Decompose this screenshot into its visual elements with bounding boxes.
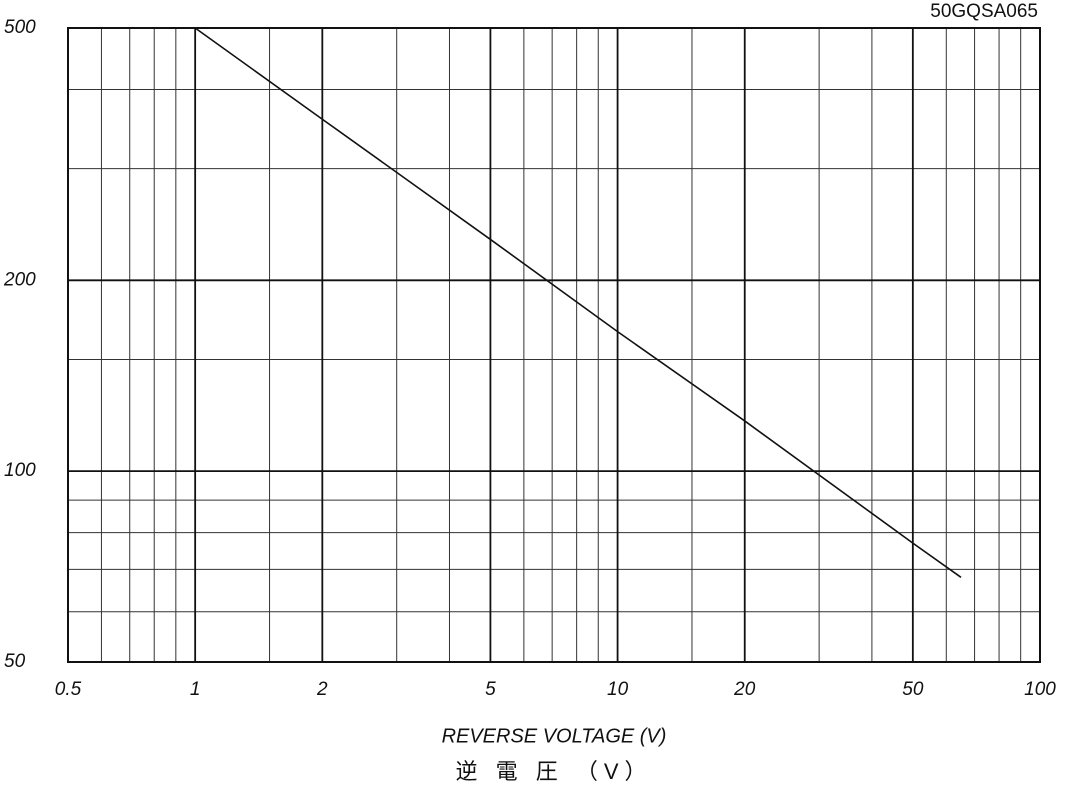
x-tick-label: 20 (733, 679, 756, 700)
x-axis-label-jp: 逆 電 圧 （V） (455, 759, 652, 784)
chart-title: 50GQSA065 (930, 1, 1038, 22)
x-tick-label: 0.5 (55, 679, 82, 700)
x-tick-label: 5 (485, 679, 496, 700)
x-tick-label: 10 (607, 679, 629, 700)
plot-frame (67, 27, 1041, 663)
y-tick-label: 200 (3, 269, 36, 290)
y-tick-label: 100 (4, 460, 36, 481)
y-tick-label: 50 (4, 651, 26, 672)
x-tick-label: 1 (190, 679, 201, 700)
x-axis-label: REVERSE VOLTAGE (V) (442, 725, 667, 747)
y-tick-label: 500 (4, 17, 36, 38)
data-line (194, 27, 962, 578)
x-tick-label: 2 (316, 679, 328, 700)
x-tick-label: 50 (902, 679, 924, 700)
x-tick-label: 100 (1024, 679, 1056, 700)
